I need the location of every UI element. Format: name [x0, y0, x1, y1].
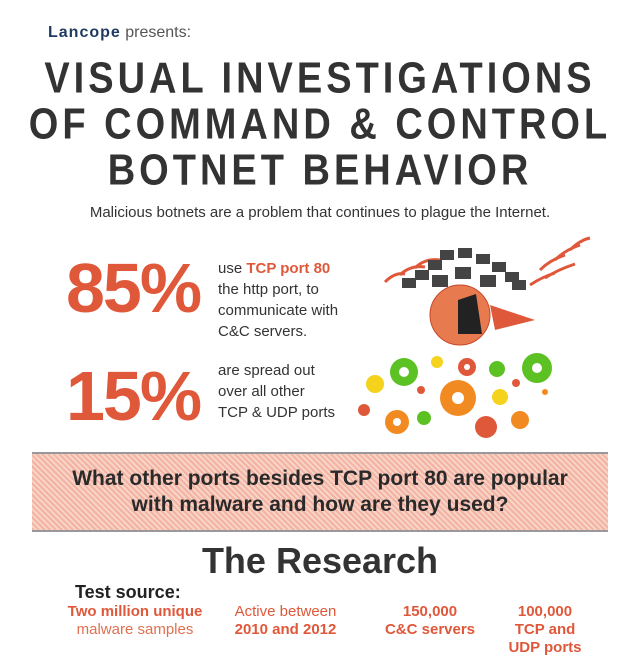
col-normal: Active between: [234, 603, 337, 620]
lancope-logo: Lancope: [48, 24, 121, 41]
desc-text: TCP & UDP ports: [218, 404, 335, 421]
col-strong: Two million unique: [67, 603, 203, 620]
stat-85-description: use TCP port 80 the http port, to commun…: [218, 258, 338, 342]
arc-waves-icon: [383, 236, 591, 287]
desc-text: communicate with: [218, 302, 339, 319]
stat-85-value: 85%: [66, 249, 202, 327]
brand-line: Lancope presents:: [48, 24, 191, 42]
desc-text: the http port, to: [218, 281, 319, 298]
flag-icon: [490, 305, 535, 330]
presents-text: presents:: [125, 24, 192, 41]
col-strong: UDP ports: [508, 639, 582, 656]
test-source-label: Test source:: [75, 582, 181, 602]
title-line-3: BOTNET BEHAVIOR: [107, 146, 533, 196]
title-line-1: VISUAL INVESTIGATIONS: [44, 54, 596, 104]
desc-text: C&C servers.: [218, 323, 308, 340]
desc-text: over all other: [218, 383, 305, 400]
subtitle: Malicious botnets are a problem that con…: [89, 204, 551, 221]
desc-text: use: [218, 260, 243, 277]
research-col-ports: 100,000 TCP and UDP ports: [495, 603, 595, 657]
col-strong: 150,000: [402, 603, 458, 620]
col-normal: malware samples: [76, 621, 194, 638]
stat-15-description: are spread out over all other TCP & UDP …: [218, 360, 335, 423]
col-strong: 100,000: [517, 603, 573, 620]
research-col-servers: 150,000 C&C servers: [370, 603, 490, 639]
banner-line-2: with malware and how are they used?: [131, 493, 509, 516]
question-banner: What other ports besides TCP port 80 are…: [32, 452, 608, 532]
research-col-dates: Active between 2010 and 2012: [218, 603, 353, 639]
tcp-port-80-highlight: TCP port 80: [246, 260, 331, 277]
stat-15-value: 15%: [66, 357, 202, 435]
desc-text: are spread out: [218, 362, 315, 379]
title-line-2: OF COMMAND & CONTROL: [28, 100, 612, 150]
col-strong: C&C servers: [384, 621, 476, 638]
banner-line-1: What other ports besides TCP port 80 are…: [72, 467, 568, 490]
monitor-grid-icon: [402, 248, 526, 290]
botnet-illustration: [358, 236, 591, 438]
skull-bubbles-icon: [358, 353, 552, 438]
col-strong: TCP and: [514, 621, 576, 638]
research-col-samples: Two million unique malware samples: [55, 603, 215, 639]
col-strong: 2010 and 2012: [234, 621, 337, 638]
research-heading: The Research: [201, 540, 439, 581]
